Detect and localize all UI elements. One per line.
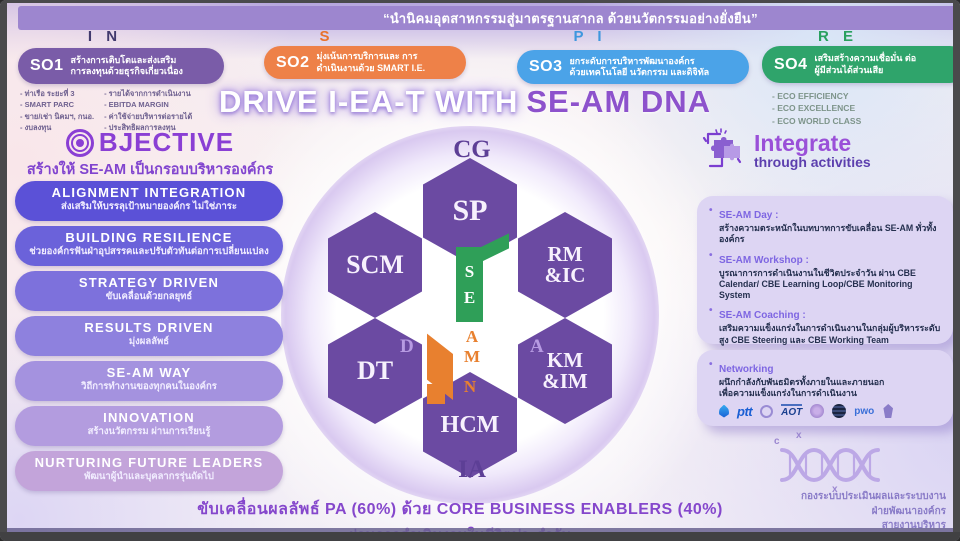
main-title-purple: SE-AM DNA — [526, 84, 712, 119]
label-ia: IA — [458, 456, 486, 483]
ptt-logo: ptt — [737, 403, 753, 419]
frame-bottom — [0, 532, 960, 541]
partner-emblem-3-icon — [883, 404, 894, 418]
networking-box: • Networking ผนึกกำลังกับพันธมิตรทั้งภาย… — [697, 350, 953, 426]
pill-building-resilience: BUILDING RESILIENCE ช่วยองค์กรฟันฝ่าอุปส… — [15, 226, 283, 266]
globe-logo-icon — [832, 404, 847, 418]
perspective-letter-s: S — [319, 28, 335, 45]
orange-ribbon-foot — [427, 384, 445, 404]
so1-code: SO1 — [30, 57, 64, 74]
so2-code: SO2 — [276, 53, 310, 71]
pill-seam-way: SE-AM WAY วิถีการทำงานของทุกคนในองค์กร — [15, 361, 283, 401]
frame-top — [0, 0, 960, 3]
letter-m: M — [463, 347, 481, 366]
partner-logo-row: ptt AOT pwo — [709, 404, 941, 419]
main-title-white: DRIVE I-EA-T WITH — [218, 84, 519, 119]
bullet-icon: • — [709, 359, 713, 370]
hex-rm-ic: RM &IC — [518, 212, 612, 318]
ptt-flame-icon — [719, 404, 729, 418]
bullet-icon: • — [709, 249, 713, 261]
main-title: DRIVE I-EA-T WITH SE-AM DNA — [150, 84, 780, 120]
so1-kpi-col-left: - ท่าเรือ ระยะที่ 3 - SMART PARC - ขาย/เ… — [20, 89, 95, 132]
partner-emblem-icon — [760, 404, 774, 418]
target-icon — [65, 128, 94, 157]
so1-kpi-list: - ท่าเรือ ระยะที่ 3 - SMART PARC - ขาย/เ… — [20, 88, 228, 133]
credit-lines: กองระบบประเมินผลและระบบงาน ฝ่ายพัฒนาองค์… — [800, 491, 946, 531]
so4-kpi-list: - ECO EFFICIENCY - ECO EXCELLENCE - ECO … — [772, 91, 862, 126]
bullet-icon: • — [709, 305, 713, 317]
so1-kpi-col-right: - รายได้จากการดำเนินงาน - EBITDA MARGIN … — [104, 89, 193, 132]
letter-a2: A — [530, 336, 544, 357]
pill-innovation: INNOVATION สร้างนวัตกรรม ผ่านการเรียนรู้ — [15, 406, 283, 446]
bottom-strip — [7, 528, 953, 532]
so3-text: ยกระดับการบริหารพัฒนาองค์กร ด้วยเทคโนโลย… — [569, 55, 710, 77]
green-ribbon-se: S E — [456, 247, 483, 322]
frame-left — [0, 0, 7, 541]
frame-right — [953, 0, 960, 541]
so4-pill: SO4 เสริมสร้างความเชื่อมั่น ต่อ ผู้มีส่ว… — [762, 46, 960, 83]
activity-seam-workshop: • SE-AM Workshop : บูรณาการการดำเนินงานใ… — [709, 249, 916, 301]
partner-emblem-2-icon — [810, 404, 825, 418]
perspective-letters-pi: P I — [573, 28, 607, 45]
so4-text: เสริมสร้างความเชื่อมั่น ต่อ ผู้มีส่วนได้… — [814, 53, 917, 75]
pill-alignment-integration: ALIGNMENT INTEGRATION ส่งเสริมให้บรรลุเป… — [15, 181, 283, 221]
objective-word: BJECTIVE — [98, 127, 235, 157]
so3-pill: SO3 ยกระดับการบริหารพัฒนาองค์กร ด้วยเทคโ… — [517, 50, 749, 84]
so3-code: SO3 — [529, 58, 563, 75]
pill-nurturing-future-leaders: NURTURING FUTURE LEADERS พัฒนาผู้นำและบุ… — [15, 451, 283, 491]
credit-block: x c x กองระบบประเมินผลและระบบงาน ฝ่ายพัฒ… — [736, 430, 946, 534]
puzzle-hands-icon — [702, 128, 742, 168]
so1-pill: SO1 สร้างการเติบโตและส่งเสริม การลงทุนด้… — [18, 48, 224, 84]
dna-helix-icon: x c x — [736, 430, 928, 495]
so2-text: มุ่งเน้นการบริการและ การ ดำเนินงานด้วย S… — [316, 51, 426, 73]
objective-pill-list: ALIGNMENT INTEGRATION ส่งเสริมให้บรรลุเป… — [15, 181, 283, 491]
pwo-logo: pwo — [854, 405, 875, 417]
perspective-letters-re: R E — [817, 28, 858, 45]
bullet-icon: • — [709, 205, 713, 216]
activity-seam-coaching: • SE-AM Coaching : เสริมความแข็งแกร่งในก… — [709, 305, 941, 345]
networking-item: • Networking ผนึกกำลังกับพันธมิตรทั้งภาย… — [709, 359, 885, 399]
pill-results-driven: RESULTS DRIVEN มุ่งผลลัพธ์ — [15, 316, 283, 356]
objective-subtitle: สร้างให้ SE-AM เป็นกรอบบริหารองค์กร — [26, 162, 274, 178]
integrate-heading: Integrate through activities — [700, 128, 871, 172]
activities-box: • SE-AM Day : สร้างความตระหนักในบทบาทการ… — [697, 196, 953, 345]
pill-strategy-driven: STRATEGY DRIVEN ขับเคลื่อนด้วยกลยุทธ์ — [15, 271, 283, 311]
perspective-letters-in: I N — [87, 28, 123, 45]
hex-km-im: KM &IM — [518, 318, 612, 424]
integrate-subtitle: through activities — [754, 153, 871, 170]
top-banner: “นำนิคมอุตสาหกรรมสู่มาตรฐานสากล ด้วยนวัต… — [18, 6, 953, 30]
so2-pill: SO2 มุ่งเน้นการบริการและ การ ดำเนินงานด้… — [264, 46, 466, 79]
banner-text: “นำนิคมอุตสาหกรรมสู่มาตรฐานสากล ด้วยนวัต… — [383, 10, 758, 26]
integrate-title: Integrate — [754, 129, 852, 156]
activity-seam-day: • SE-AM Day : สร้างความตระหนักในบทบาทการ… — [709, 205, 937, 245]
letter-d: D — [400, 336, 414, 357]
so1-text: สร้างการเติบโตและส่งเสริม การลงทุนด้วยธุ… — [70, 54, 183, 76]
letter-n: N — [463, 377, 477, 396]
label-cg: CG — [453, 136, 491, 163]
aot-logo: AOT — [781, 404, 803, 418]
letter-a: A — [465, 327, 479, 346]
objective-heading: BJECTIVE — [15, 127, 285, 158]
so4-code: SO4 — [774, 55, 808, 73]
